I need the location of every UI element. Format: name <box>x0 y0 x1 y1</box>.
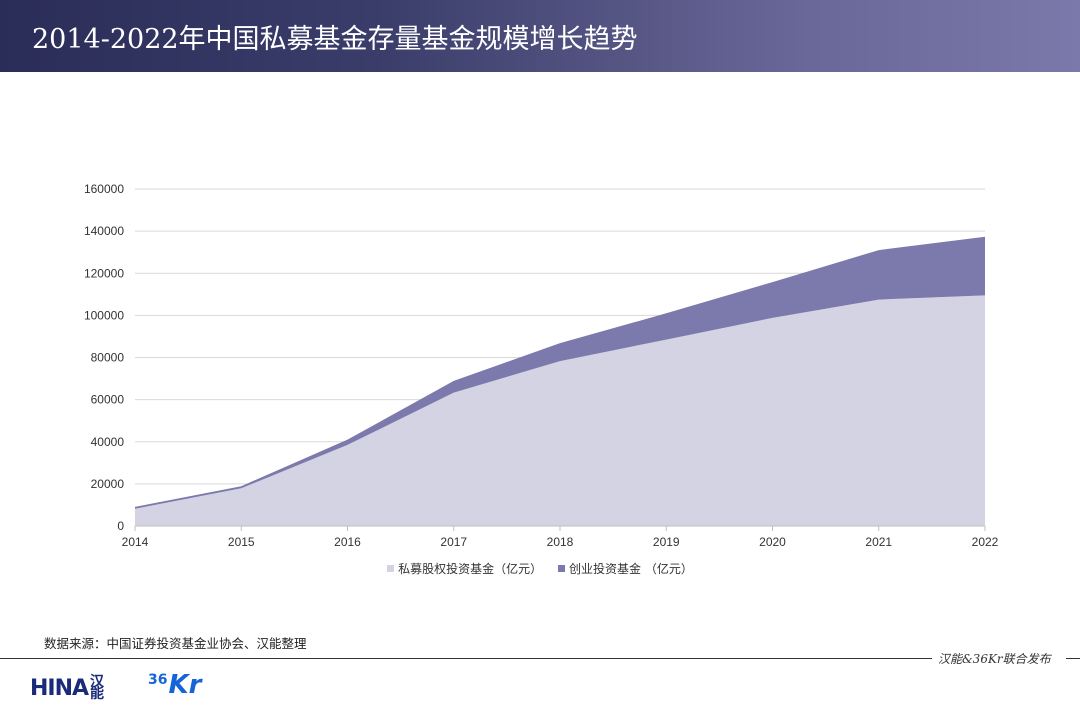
legend-label-pe: 私募股权投资基金（亿元） <box>398 562 543 576</box>
header-banner: 2014-2022年中国私募基金存量基金规模增长趋势 <box>0 0 1080 72</box>
footer-divider <box>0 658 932 659</box>
y-tick-label-20000: 20000 <box>91 477 125 491</box>
publisher-note: 汉能&36Kr联合发布 <box>938 652 1051 666</box>
y-tick-label-80000: 80000 <box>91 351 125 365</box>
legend-item-pe: 私募股权投资基金（亿元） <box>387 560 542 577</box>
y-tick-label-120000: 120000 <box>84 266 124 280</box>
36kr-logo-number: 36 <box>148 672 168 688</box>
hina-logo-text: HINA <box>30 675 89 701</box>
y-tick-label-40000: 40000 <box>91 435 125 449</box>
y-tick-label-100000: 100000 <box>84 308 124 322</box>
footer-divider-right <box>1066 658 1080 659</box>
x-tick-label-2018: 2018 <box>547 535 574 549</box>
x-tick-label-2015: 2015 <box>228 535 255 549</box>
x-tick-label-2016: 2016 <box>334 535 361 549</box>
chart-areas <box>135 236 985 526</box>
area-series-1 <box>135 236 985 509</box>
x-tick-label-2020: 2020 <box>759 535 786 549</box>
legend-item-vc: 创业投资基金 （亿元） <box>558 560 693 577</box>
y-tick-label-0: 0 <box>117 519 124 533</box>
y-tick-label-160000: 160000 <box>84 182 124 196</box>
data-source-note: 数据来源：中国证券投资基金业协会、汉能整理 <box>44 636 307 651</box>
36kr-logo-text: Kr <box>168 670 202 700</box>
y-tick-label-140000: 140000 <box>84 224 124 238</box>
hina-logo: HINA 汉能 <box>30 672 106 704</box>
36kr-logo: 36 Kr <box>148 670 201 700</box>
y-axis: 0 20000 40000 60000 80000 100000 120000 140000 1… <box>84 182 124 533</box>
hina-logo-cn: 汉能 <box>90 674 105 702</box>
x-tick-label-2021: 2021 <box>865 535 892 549</box>
page-title: 2014-2022年中国私募基金存量基金规模增长趋势 <box>32 24 638 55</box>
x-tick-label-2022: 2022 <box>972 535 999 549</box>
x-tick-label-2014: 2014 <box>122 535 149 549</box>
y-tick-label-60000: 60000 <box>91 393 125 407</box>
legend-label-vc: 创业投资基金 （亿元） <box>569 562 693 576</box>
chart-legend: 私募股权投资基金（亿元） 创业投资基金 （亿元） <box>0 560 1080 577</box>
area-series-0 <box>135 295 985 526</box>
legend-swatch-pe <box>387 565 395 572</box>
legend-swatch-vc <box>558 565 565 572</box>
x-tick-label-2019: 2019 <box>653 535 680 549</box>
x-tick-label-2017: 2017 <box>440 535 467 549</box>
x-axis: 2014 2015 2016 2017 2018 2019 2020 2021 2022 <box>122 525 999 549</box>
